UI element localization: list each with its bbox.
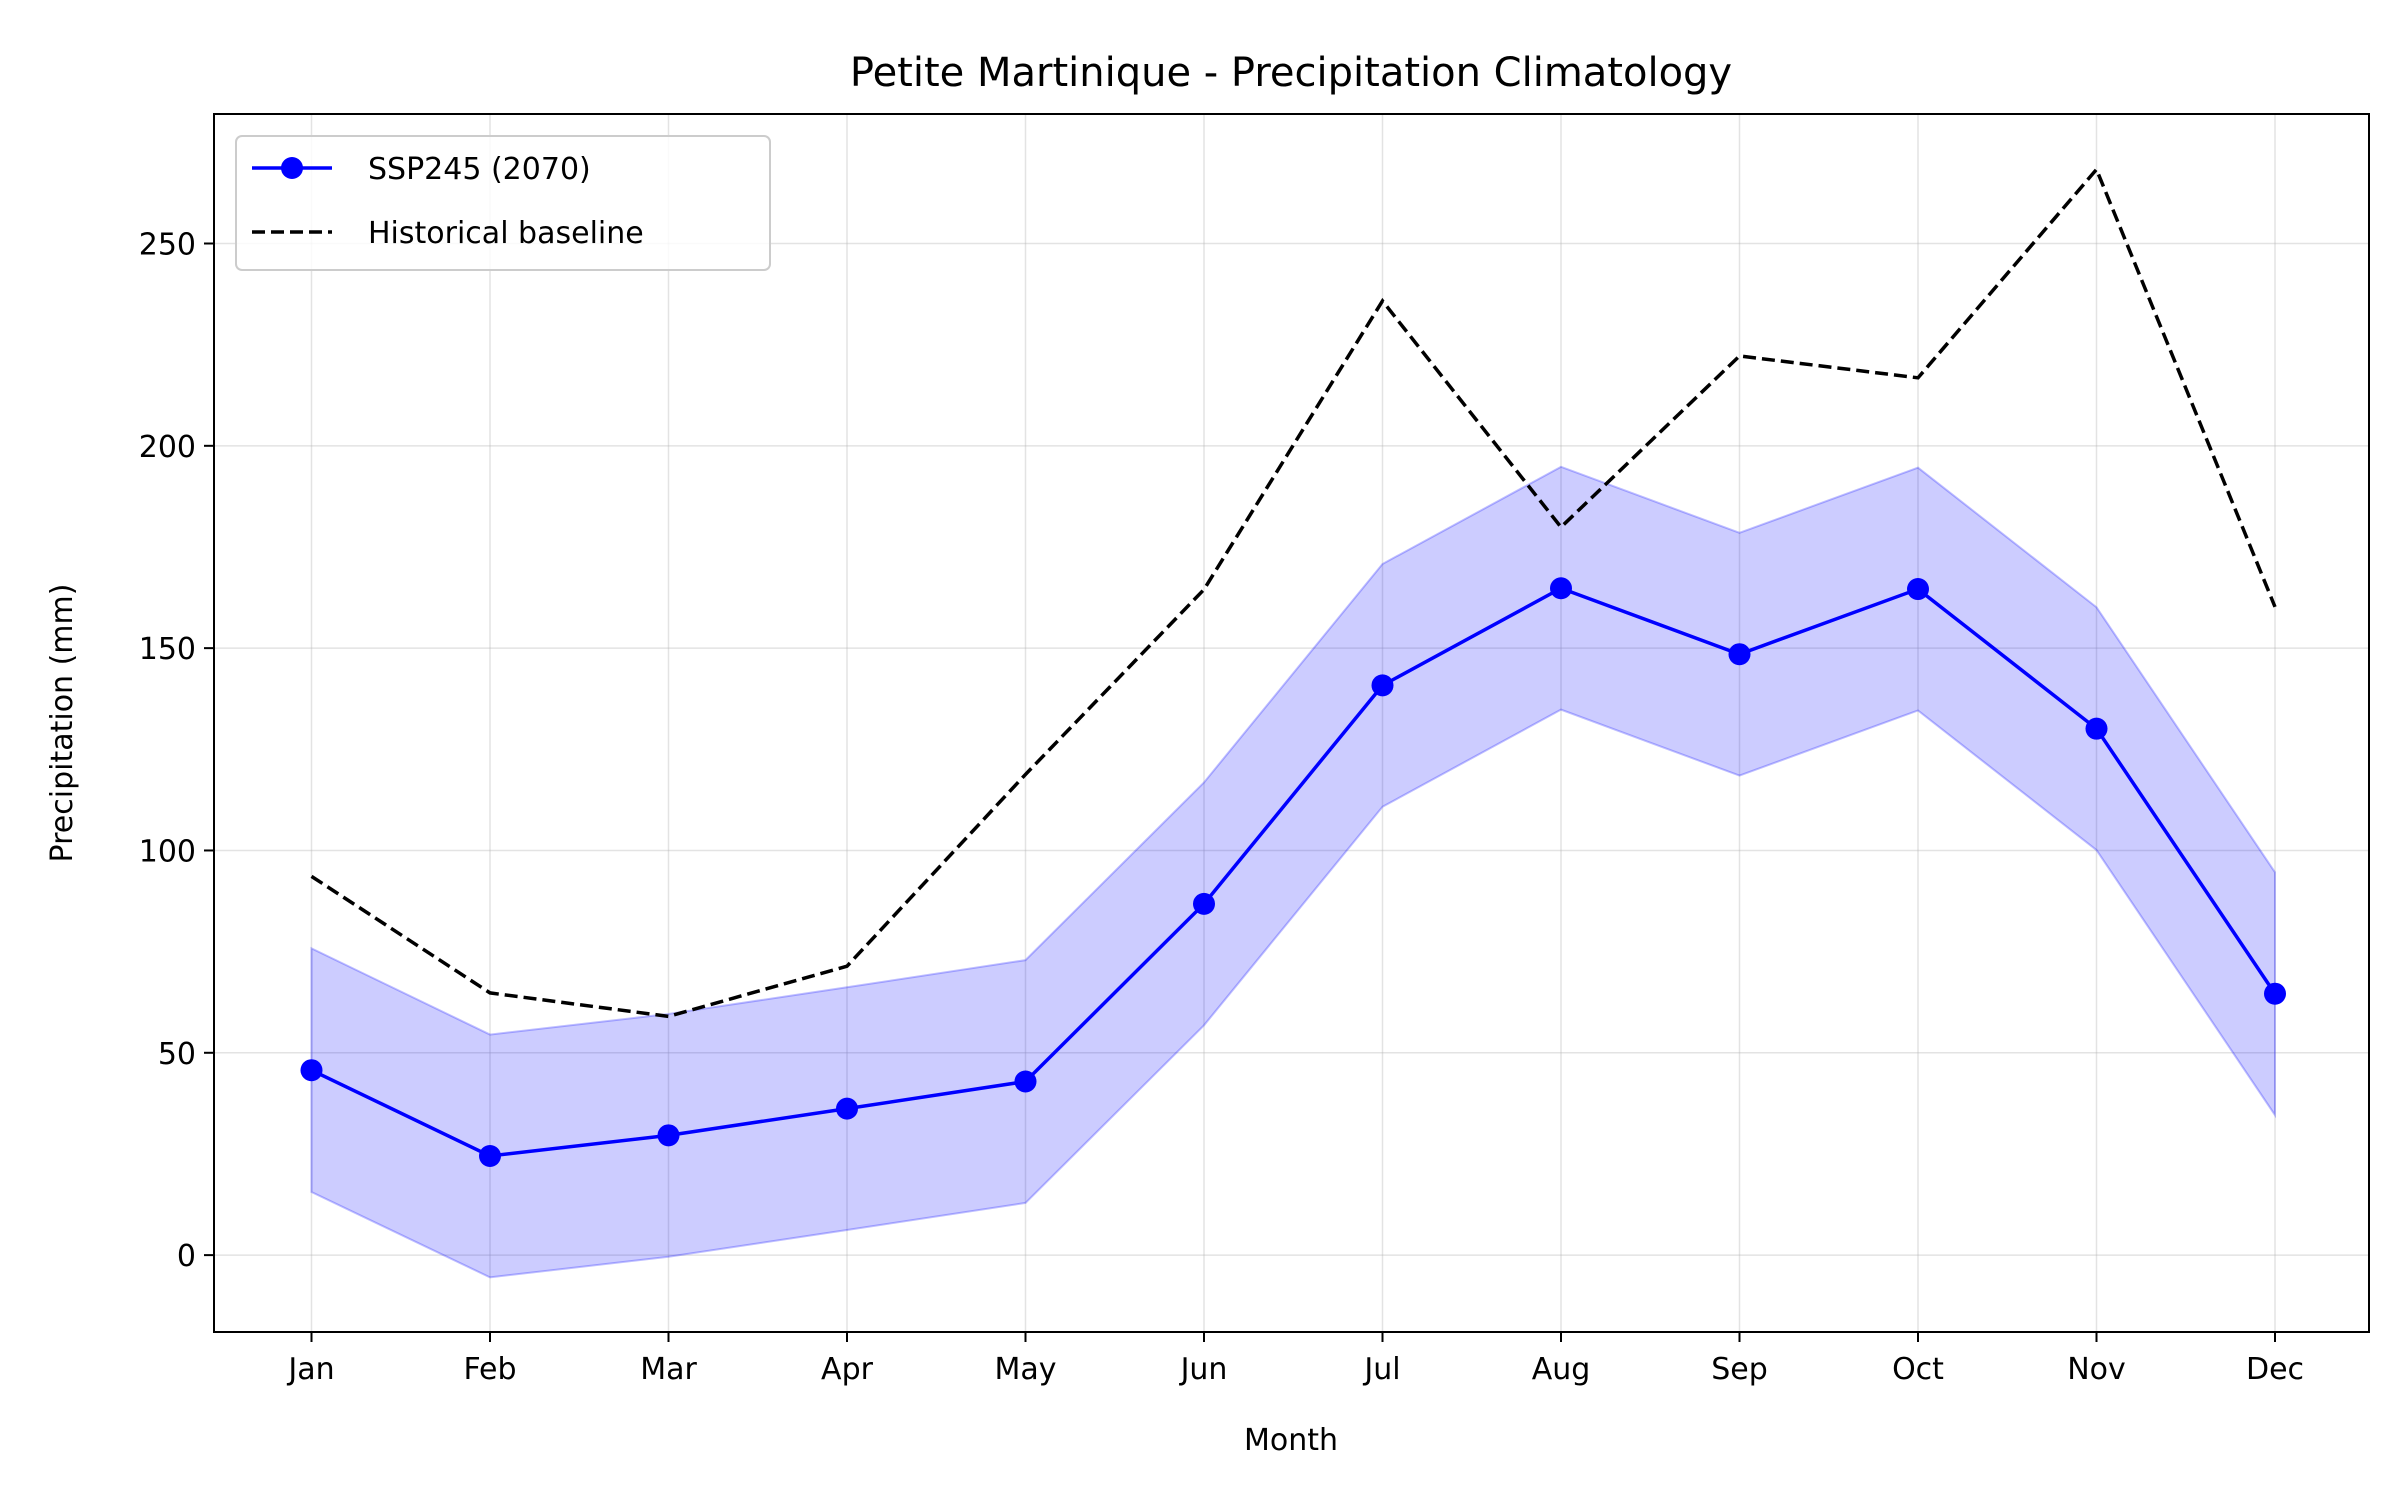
x-tick-label-feb: Feb <box>463 1352 516 1387</box>
x-tick-label-jan: Jan <box>286 1352 334 1387</box>
series-lines <box>310 166 2277 1158</box>
ssp245-point-aug <box>1550 577 1572 600</box>
ssp245-point-nov <box>2085 717 2108 740</box>
legend-label-ssp245: SSP245 (2070) <box>368 152 591 187</box>
ssp245-point-oct <box>1907 578 1929 601</box>
y-tick-label-50: 50 <box>158 1037 196 1072</box>
ssp245-point-may <box>1014 1070 1037 1093</box>
x-tick-label-nov: Nov <box>2067 1352 2126 1387</box>
ssp245-range-band <box>310 465 2276 1279</box>
plot-frame <box>213 113 2370 1333</box>
legend-label-historical: Historical baseline <box>368 216 644 251</box>
y-tick-label-200: 200 <box>139 430 196 465</box>
ssp245-point-jul <box>1371 674 1394 697</box>
x-tick-label-oct: Oct <box>1892 1352 1944 1387</box>
y-axis-ticks: 0 50 100 150 200 250 <box>139 227 214 1274</box>
ssp245-point-dec <box>2264 982 2286 1005</box>
legend-marker-ssp245 <box>281 157 303 179</box>
ssp245-line <box>310 586 2277 1158</box>
y-tick-label-0: 0 <box>177 1239 196 1274</box>
y-tick-label-150: 150 <box>139 632 196 667</box>
x-tick-label-aug: Aug <box>1532 1352 1591 1387</box>
ssp245-point-sep <box>1728 643 1751 666</box>
x-tick-label-dec: Dec <box>2246 1352 2304 1387</box>
x-tick-label-apr: Apr <box>821 1352 874 1387</box>
y-axis-label: Precipitation (mm) <box>45 584 80 863</box>
x-axis-ticks: Jan Feb Mar Apr May Jun Jul Aug Sep Oct Nov Dec <box>286 1332 2304 1387</box>
ssp245-point-mar <box>657 1124 680 1147</box>
series-markers <box>300 577 2286 1167</box>
ssp245-point-feb <box>479 1144 501 1167</box>
x-tick-label-may: May <box>994 1352 1056 1387</box>
y-tick-label-100: 100 <box>139 834 196 869</box>
x-tick-label-mar: Mar <box>640 1352 697 1387</box>
ssp245-point-jun <box>1193 892 1215 915</box>
legend: SSP245 (2070) Historical baseline <box>235 135 771 271</box>
historical-baseline-line <box>310 166 2277 1019</box>
x-tick-label-sep: Sep <box>1711 1352 1768 1387</box>
ssp245-point-jan <box>300 1059 323 1082</box>
ssp245-point-apr <box>836 1097 858 1120</box>
chart-title: Petite Martinique - Precipitation Climat… <box>850 50 1732 96</box>
y-tick-label-250: 250 <box>139 227 196 262</box>
legend-box <box>235 135 771 271</box>
x-tick-label-jun: Jun <box>1179 1352 1228 1387</box>
x-axis-label: Month <box>1244 1423 1338 1458</box>
x-tick-label-jul: Jul <box>1362 1352 1400 1387</box>
uncertainty-band <box>310 465 2276 1279</box>
